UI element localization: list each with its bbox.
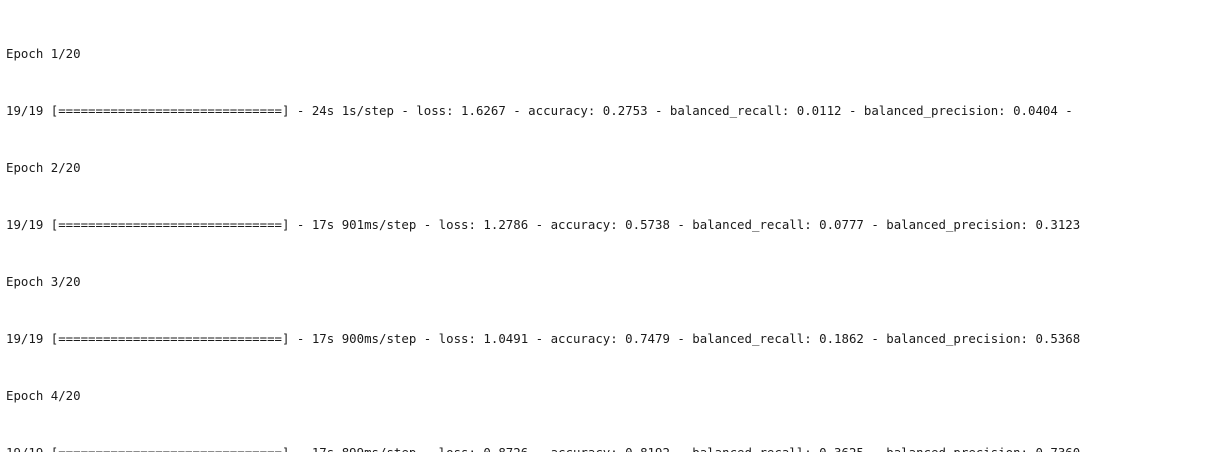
epoch-progress-line: 19/19 [==============================] -… bbox=[6, 217, 1081, 232]
epoch-header: Epoch 1/20 bbox=[6, 46, 81, 61]
epoch-header: Epoch 3/20 bbox=[6, 274, 81, 289]
epoch-header: Epoch 2/20 bbox=[6, 160, 81, 175]
training-log-output: Epoch 1/20 19/19 [======================… bbox=[6, 6, 1220, 452]
epoch-progress-line: 19/19 [==============================] -… bbox=[6, 103, 1073, 118]
epoch-progress-line: 19/19 [==============================] -… bbox=[6, 331, 1081, 346]
epoch-header: Epoch 4/20 bbox=[6, 388, 81, 403]
epoch-progress-line: 19/19 [==============================] -… bbox=[6, 443, 1220, 452]
